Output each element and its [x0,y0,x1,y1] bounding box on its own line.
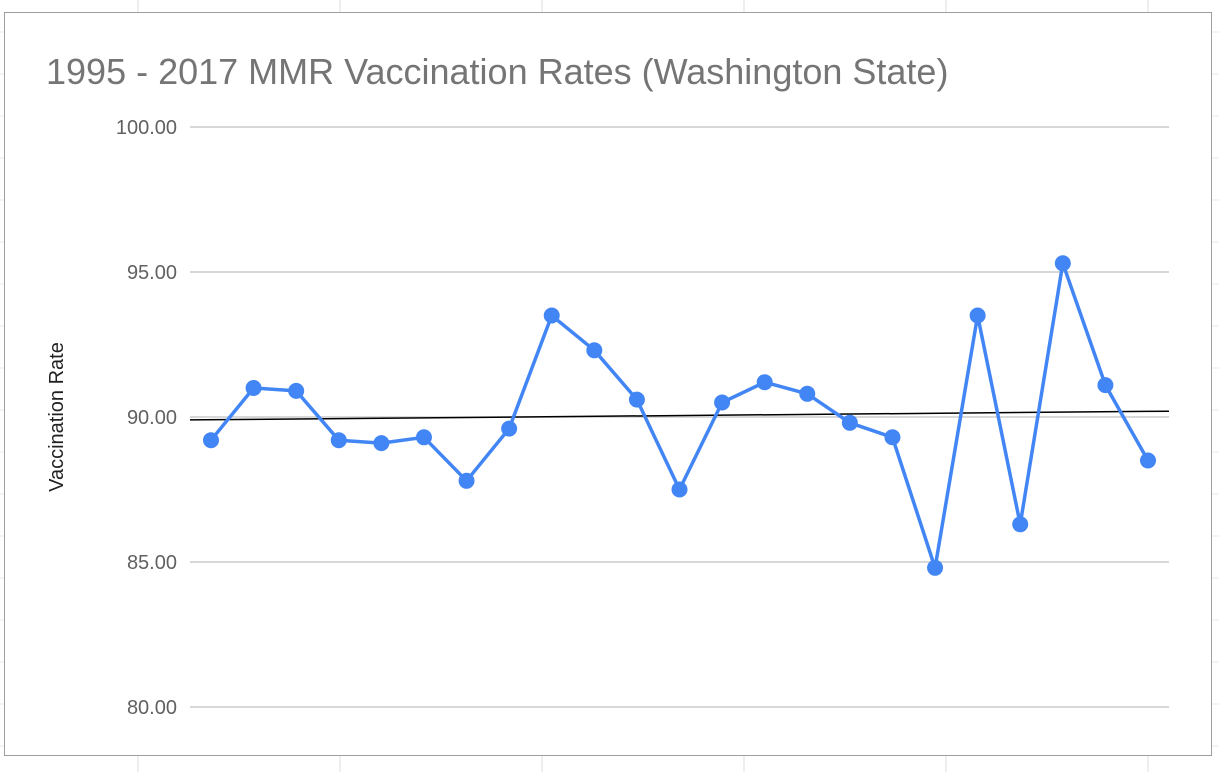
data-point-2005[interactable] [628,391,645,408]
data-point-2007[interactable] [714,394,731,411]
y-axis-label: Vaccination Rate [46,342,68,492]
y-tick-label-2: 90.00 [127,407,177,429]
data-point-2004[interactable] [586,342,603,359]
chart-title: 1995 - 2017 MMR Vaccination Rates (Washi… [46,51,948,92]
data-point-2014[interactable] [1012,516,1029,533]
data-point-2017[interactable] [1140,452,1156,469]
y-tick-labels: 80.00 85.00 90.00 95.00 100.00 [116,117,177,719]
data-point-2002[interactable] [501,420,518,437]
data-point-2012[interactable] [927,559,944,576]
y-tick-label-3: 95.00 [127,262,177,284]
y-tick-label-0: 80.00 [127,697,177,719]
data-point-2006[interactable] [671,481,688,498]
data-point-2008[interactable] [756,374,773,391]
chart-frame[interactable] [4,12,1212,756]
data-point-2000[interactable] [415,429,432,446]
data-point-2015[interactable] [1054,255,1071,272]
data-point-2003[interactable] [543,307,560,324]
data-point-2010[interactable] [841,414,858,431]
data-point-1995[interactable] [203,432,219,449]
data-point-2016[interactable] [1097,377,1114,394]
data-point-2011[interactable] [884,429,901,446]
data-point-2013[interactable] [969,307,986,324]
y-tick-label-1: 85.00 [127,552,177,574]
trendline-group [189,410,1170,421]
data-point-1998[interactable] [330,432,347,449]
data-point-2001[interactable] [458,472,475,489]
gridlines [190,126,1169,708]
data-point-1997[interactable] [288,382,305,399]
data-point-1999[interactable] [373,435,390,452]
data-point-1996[interactable] [245,380,262,396]
series-group [203,255,1156,576]
y-tick-label-4: 100.00 [116,117,177,139]
trendline [189,410,1170,421]
data-point-2009[interactable] [799,385,816,402]
